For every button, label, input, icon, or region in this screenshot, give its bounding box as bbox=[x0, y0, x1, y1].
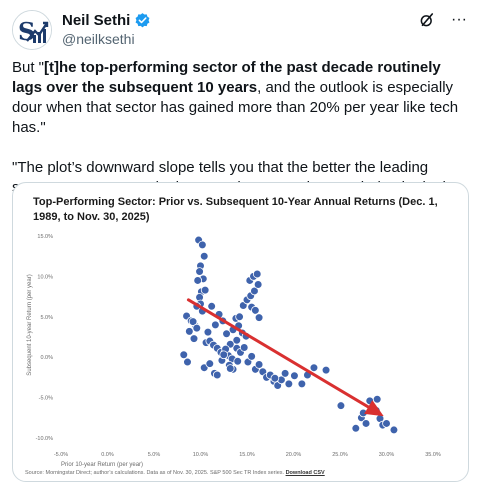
x-tick-label: 10.0% bbox=[193, 452, 209, 458]
data-point bbox=[372, 394, 382, 404]
bold-text-span: [t]he top-performing sector of the past … bbox=[12, 59, 441, 96]
scatter-chart: 15.0% 10.0% 5.0% 0.0% -5.0% -10.0% -5.0% 0.0% 5… bbox=[27, 234, 441, 468]
x-tick-label: 5.0% bbox=[148, 452, 161, 458]
data-point bbox=[389, 425, 399, 435]
data-point bbox=[253, 280, 263, 289]
data-point bbox=[193, 276, 203, 285]
data-point bbox=[183, 357, 192, 367]
data-point bbox=[198, 240, 207, 250]
avatar[interactable]: S bbox=[12, 10, 52, 50]
data-point bbox=[270, 373, 280, 383]
data-point bbox=[212, 370, 222, 380]
y-tick-label: 5.0% bbox=[40, 315, 53, 321]
data-point bbox=[239, 343, 249, 352]
chart-source: Source: Morningstar Direct; author’s cal… bbox=[25, 470, 325, 476]
data-point bbox=[189, 334, 199, 343]
data-point bbox=[188, 317, 198, 326]
data-point bbox=[179, 350, 189, 360]
data-point bbox=[222, 329, 231, 339]
data-point bbox=[192, 323, 202, 333]
data-point bbox=[205, 359, 215, 368]
author-handle[interactable]: @neilksethi bbox=[62, 31, 135, 47]
data-point bbox=[235, 312, 244, 322]
data-point bbox=[247, 352, 256, 361]
y-tick-label: -5.0% bbox=[39, 396, 53, 402]
data-point bbox=[207, 301, 216, 311]
data-point bbox=[321, 365, 331, 375]
x-tick-label: 20.0% bbox=[286, 452, 302, 458]
data-point bbox=[211, 320, 220, 330]
data-point bbox=[254, 313, 264, 322]
chart-title: Top-Performing Sector: Prior vs. Subsequ… bbox=[33, 196, 438, 223]
y-tick-label: 0.0% bbox=[40, 355, 53, 361]
author-name[interactable]: Neil Sethi bbox=[62, 11, 131, 29]
text-span: But " bbox=[12, 59, 45, 76]
trend-arrow-head-icon bbox=[364, 400, 384, 417]
data-point bbox=[284, 379, 294, 389]
data-point bbox=[185, 327, 194, 336]
data-point bbox=[382, 419, 391, 428]
data-point bbox=[250, 286, 259, 296]
data-point bbox=[280, 369, 290, 378]
x-tick-label: 0.0% bbox=[101, 452, 114, 458]
text-span: , and the outlook is especially dour whe… bbox=[12, 79, 459, 136]
data-point bbox=[219, 350, 229, 360]
data-point bbox=[252, 269, 262, 279]
x-tick-label: 25.0% bbox=[332, 452, 348, 458]
data-point bbox=[254, 360, 264, 369]
data-point bbox=[351, 424, 361, 433]
source-text: Source: Morningstar Direct; author’s cal… bbox=[25, 470, 285, 476]
data-point bbox=[336, 401, 346, 410]
x-axis-label: Prior 10-year Return (per year) bbox=[61, 462, 143, 468]
data-point bbox=[195, 267, 204, 276]
data-point bbox=[225, 364, 235, 373]
data-point bbox=[309, 363, 319, 373]
data-point bbox=[290, 371, 299, 381]
data-point bbox=[233, 356, 243, 366]
x-tick-label: 15.0% bbox=[239, 452, 255, 458]
data-point bbox=[297, 379, 307, 389]
trend-arrow-line bbox=[186, 298, 370, 409]
post-actions: ··· bbox=[417, 10, 469, 30]
logo-icon: S bbox=[13, 11, 51, 49]
svg-text:S: S bbox=[18, 17, 35, 46]
verified-badge-icon bbox=[134, 12, 151, 29]
data-point bbox=[200, 285, 210, 295]
author-info: Neil Sethi @neilksethi bbox=[62, 10, 151, 47]
media-card[interactable]: Top-Performing Sector: Prior vs. Subsequ… bbox=[12, 182, 469, 482]
data-point bbox=[251, 306, 260, 315]
tweet-paragraph-1: But "[t]he top-performing sector of the … bbox=[12, 58, 474, 138]
download-csv-link[interactable]: Download CSV bbox=[285, 470, 325, 476]
y-tick-label: 10.0% bbox=[37, 274, 53, 280]
y-axis-label: Subsequent 10-year Return (per year) bbox=[27, 274, 33, 375]
data-point bbox=[199, 251, 209, 261]
y-tick-label: -10.0% bbox=[36, 436, 54, 442]
x-tick-label: 35.0% bbox=[425, 452, 441, 458]
data-point bbox=[361, 419, 371, 428]
x-tick-label: -5.0% bbox=[54, 452, 68, 458]
more-icon[interactable]: ··· bbox=[451, 11, 467, 28]
y-tick-label: 15.0% bbox=[37, 234, 53, 240]
slash-icon[interactable] bbox=[417, 10, 437, 30]
data-point bbox=[203, 327, 213, 337]
x-tick-label: 30.0% bbox=[379, 452, 395, 458]
